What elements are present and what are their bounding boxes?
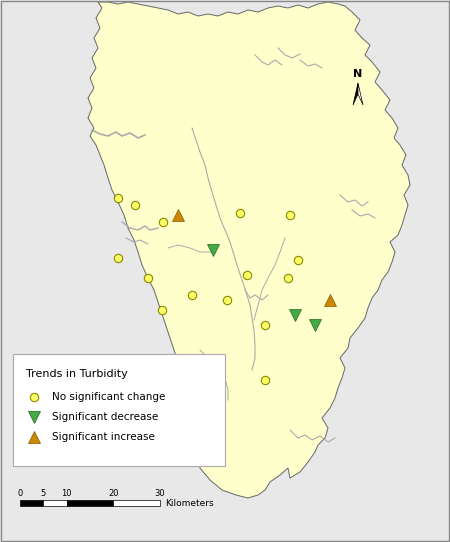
- Bar: [67, 500, 113, 506]
- Text: 30: 30: [155, 489, 165, 498]
- Text: 5: 5: [40, 489, 46, 498]
- Text: N: N: [353, 69, 363, 79]
- Text: Significant increase: Significant increase: [52, 432, 155, 442]
- Polygon shape: [88, 2, 410, 498]
- Text: No significant change: No significant change: [52, 392, 166, 402]
- Text: Kilometers: Kilometers: [165, 499, 214, 507]
- Polygon shape: [358, 83, 363, 105]
- FancyBboxPatch shape: [13, 354, 225, 466]
- Text: Significant decrease: Significant decrease: [52, 412, 158, 422]
- Text: 0: 0: [18, 489, 22, 498]
- Text: 20: 20: [108, 489, 119, 498]
- Bar: [20, 500, 43, 506]
- Text: 10: 10: [61, 489, 72, 498]
- Bar: [43, 500, 67, 506]
- Bar: [113, 500, 160, 506]
- Text: Trends in Turbidity: Trends in Turbidity: [26, 369, 128, 379]
- Polygon shape: [353, 83, 358, 105]
